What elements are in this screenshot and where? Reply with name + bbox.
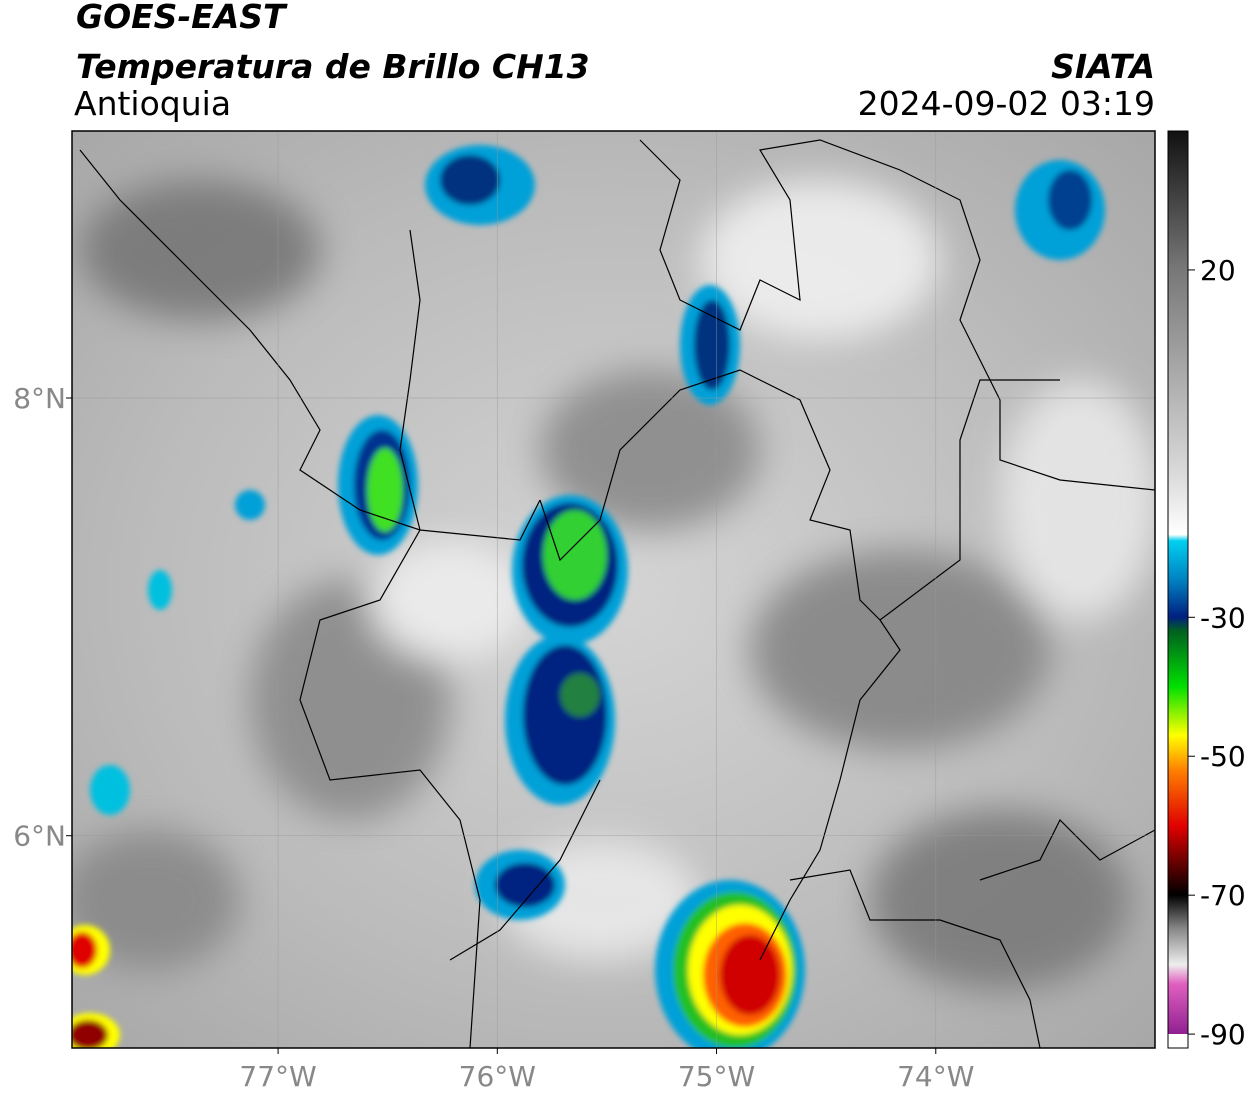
colorbar-tick-label: -50 xyxy=(1200,740,1246,773)
x-tick-label: 74°W xyxy=(897,1060,974,1093)
colorbar xyxy=(1167,130,1189,1049)
satellite-image xyxy=(72,131,1155,1048)
colorbar-tick-label: -90 xyxy=(1200,1018,1246,1051)
source-label: SIATA xyxy=(1051,47,1155,86)
y-tick-label: 8°N xyxy=(13,382,66,415)
x-tick-label: 75°W xyxy=(678,1060,755,1093)
grid xyxy=(72,131,1155,1048)
colorbar-tick-label: 20 xyxy=(1200,254,1236,287)
y-tick-label: 6°N xyxy=(13,820,66,853)
x-tick-label: 77°W xyxy=(239,1060,316,1093)
x-tick-label: 76°W xyxy=(459,1060,536,1093)
region-label: Antioquia xyxy=(74,84,231,123)
colorbar-tick-label: -30 xyxy=(1200,601,1246,634)
satellite-title: GOES-EAST xyxy=(76,0,288,36)
product-title: Temperatura de Brillo CH13 xyxy=(76,47,590,86)
map-frame xyxy=(71,130,1156,1049)
datetime-label: 2024-09-02 03:19 xyxy=(858,84,1155,123)
colorbar-tick-label: -70 xyxy=(1200,879,1246,912)
